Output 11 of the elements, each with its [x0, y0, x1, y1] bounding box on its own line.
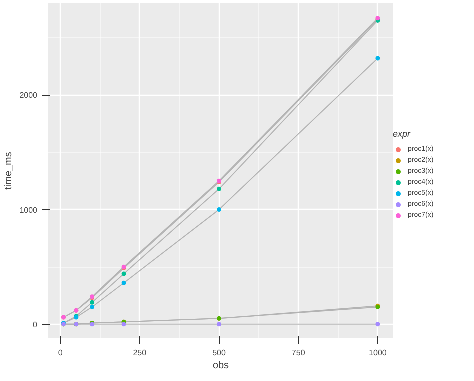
- x-tick-label: 500: [212, 348, 226, 358]
- x-tick-label: 750: [292, 348, 306, 358]
- y-tick-label: 1000: [20, 206, 38, 215]
- y-tick-label: 2000: [20, 91, 38, 100]
- y-axis-title: time_ms: [4, 152, 15, 190]
- x-tick-label: 0: [58, 348, 64, 358]
- x-tick-label: 250: [133, 348, 148, 358]
- y-tick-label: 0: [33, 320, 38, 330]
- x-axis-title: obs: [212, 360, 230, 372]
- x-tick-label: 1000: [369, 348, 388, 358]
- legend-title: expr: [393, 128, 412, 138]
